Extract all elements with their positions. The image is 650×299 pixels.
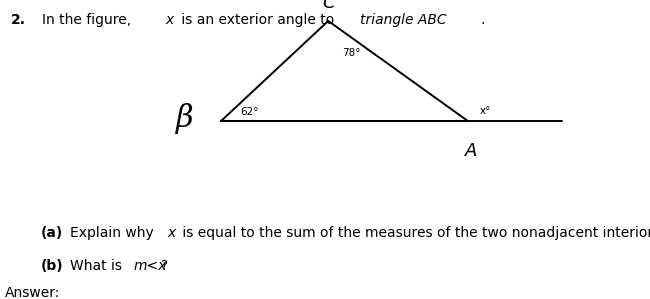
Text: triangle ABC: triangle ABC <box>360 13 447 28</box>
Text: 78°: 78° <box>343 48 361 58</box>
Text: Answer:: Answer: <box>5 286 60 299</box>
Text: is an exterior angle to: is an exterior angle to <box>177 13 339 28</box>
Text: 2.: 2. <box>11 13 26 28</box>
Text: is equal to the sum of the measures of the two nonadjacent interior angles.: is equal to the sum of the measures of t… <box>178 226 650 240</box>
Text: A: A <box>465 142 478 160</box>
Text: (a): (a) <box>40 226 62 240</box>
Text: x°: x° <box>480 106 491 116</box>
Text: x: x <box>168 226 176 240</box>
Text: m<x: m<x <box>133 259 166 273</box>
Text: C: C <box>322 0 335 12</box>
Text: 62°: 62° <box>240 107 259 117</box>
Text: What is: What is <box>70 259 127 273</box>
Text: x: x <box>166 13 174 28</box>
Text: β: β <box>176 103 194 134</box>
Text: .: . <box>481 13 486 28</box>
Text: In the figure,: In the figure, <box>42 13 136 28</box>
Text: ?: ? <box>161 259 168 273</box>
Text: Explain why: Explain why <box>70 226 159 240</box>
Text: (b): (b) <box>40 259 63 273</box>
